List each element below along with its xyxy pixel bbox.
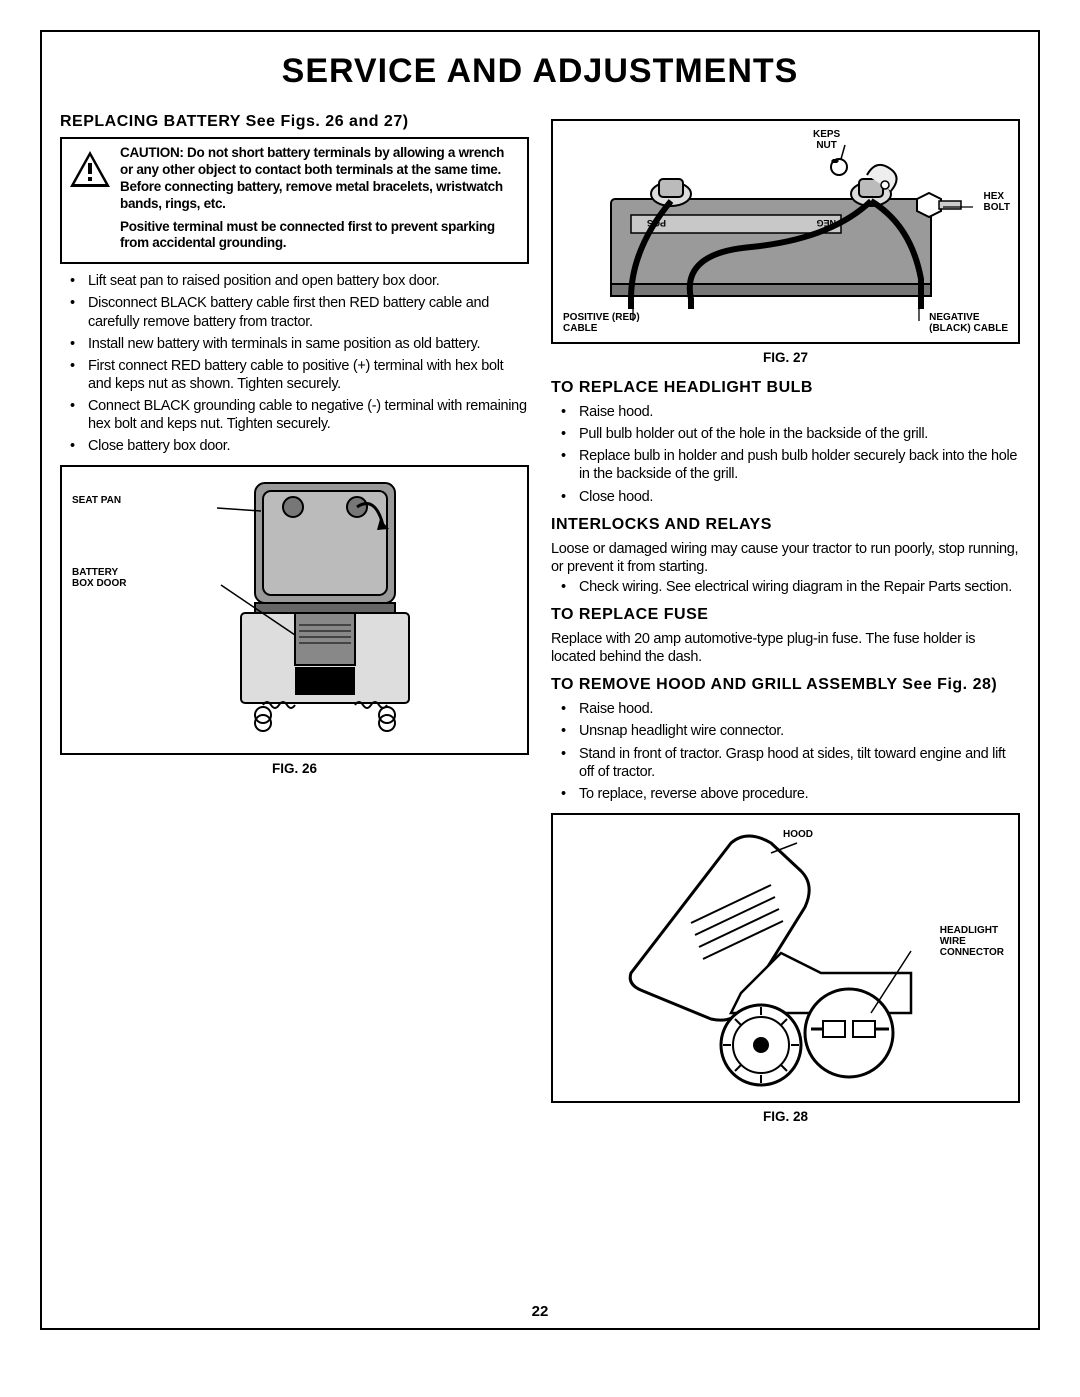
list-item: First connect RED battery cable to posit…: [60, 357, 529, 393]
page-frame: SERVICE AND ADJUSTMENTS REPLACING BATTER…: [40, 30, 1040, 1330]
fig28-caption: FIG. 28: [551, 1109, 1020, 1124]
fig27-diagram-icon: POS NEG: [571, 129, 1001, 334]
list-item: Disconnect BLACK battery cable first the…: [60, 294, 529, 330]
list-item: Close battery box door.: [60, 437, 529, 455]
left-column: REPLACING BATTERY See Figs. 26 and 27) C…: [60, 109, 529, 1124]
label-seat-pan: SEAT PAN: [72, 495, 121, 506]
fig27-caption: FIG. 27: [551, 350, 1020, 365]
list-item: Raise hood.: [551, 403, 1020, 421]
list-item: Stand in front of tractor. Grasp hood at…: [551, 745, 1020, 781]
list-item: Raise hood.: [551, 700, 1020, 718]
heading-fuse: TO REPLACE FUSE: [551, 606, 1020, 624]
headlight-steps-list: Raise hood. Pull bulb holder out of the …: [551, 403, 1020, 506]
interlocks-body: Loose or damaged wiring may cause your t…: [551, 540, 1020, 576]
fig28-diagram-icon: [571, 823, 1001, 1093]
figure-26-box: SEAT PAN BATTERY BOX DOOR: [60, 465, 529, 755]
figure-27-box: KEPS NUT HEX BOLT POSITIVE (RED) CABLE N…: [551, 119, 1020, 344]
figure-28-box: HOOD HEADLIGHT WIRE CONNECTOR: [551, 813, 1020, 1103]
interlocks-list: Check wiring. See electrical wiring diag…: [551, 578, 1020, 596]
list-item: Lift seat pan to raised position and ope…: [60, 272, 529, 290]
caution-icon-cell: [68, 145, 120, 252]
heading-hood: TO REMOVE HOOD AND GRILL ASSEMBLY See Fi…: [551, 676, 1020, 694]
caution-para-1: CAUTION: Do not short battery terminals …: [120, 145, 519, 213]
battery-steps-list: Lift seat pan to raised position and ope…: [60, 272, 529, 455]
columns: REPLACING BATTERY See Figs. 26 and 27) C…: [60, 109, 1020, 1124]
caution-para-2: Positive terminal must be connected firs…: [120, 219, 519, 253]
label-connector: HEADLIGHT WIRE CONNECTOR: [940, 925, 1004, 958]
list-item: To replace, reverse above procedure.: [551, 785, 1020, 803]
list-item: Pull bulb holder out of the hole in the …: [551, 425, 1020, 443]
label-hood: HOOD: [783, 829, 813, 840]
list-item: Unsnap headlight wire connector.: [551, 722, 1020, 740]
label-negative-cable: NEGATIVE (BLACK) CABLE: [929, 312, 1008, 334]
label-positive-cable: POSITIVE (RED) CABLE: [563, 312, 640, 334]
page-title: SERVICE AND ADJUSTMENTS: [60, 52, 1020, 91]
heading-headlight: TO REPLACE HEADLIGHT BULB: [551, 379, 1020, 397]
list-item: Install new battery with terminals in sa…: [60, 335, 529, 353]
page-number: 22: [532, 1303, 549, 1320]
caution-box: CAUTION: Do not short battery terminals …: [60, 137, 529, 264]
fig26-diagram-icon: [145, 475, 445, 745]
list-item: Check wiring. See electrical wiring diag…: [551, 578, 1020, 596]
label-keps-nut: KEPS NUT: [813, 129, 840, 151]
heading-replacing-battery: REPLACING BATTERY See Figs. 26 and 27): [60, 113, 529, 131]
caution-text: CAUTION: Do not short battery terminals …: [120, 145, 519, 252]
fuse-body: Replace with 20 amp automotive-type plug…: [551, 630, 1020, 666]
hood-steps-list: Raise hood. Unsnap headlight wire connec…: [551, 700, 1020, 803]
list-item: Close hood.: [551, 488, 1020, 506]
list-item: Replace bulb in holder and push bulb hol…: [551, 447, 1020, 483]
label-battery-box-door: BATTERY BOX DOOR: [72, 567, 126, 589]
right-column: KEPS NUT HEX BOLT POSITIVE (RED) CABLE N…: [551, 109, 1020, 1124]
label-hex-bolt: HEX BOLT: [984, 191, 1010, 213]
fig26-caption: FIG. 26: [60, 761, 529, 776]
list-item: Connect BLACK grounding cable to negativ…: [60, 397, 529, 433]
warning-icon: [68, 149, 112, 189]
heading-interlocks: INTERLOCKS AND RELAYS: [551, 516, 1020, 534]
